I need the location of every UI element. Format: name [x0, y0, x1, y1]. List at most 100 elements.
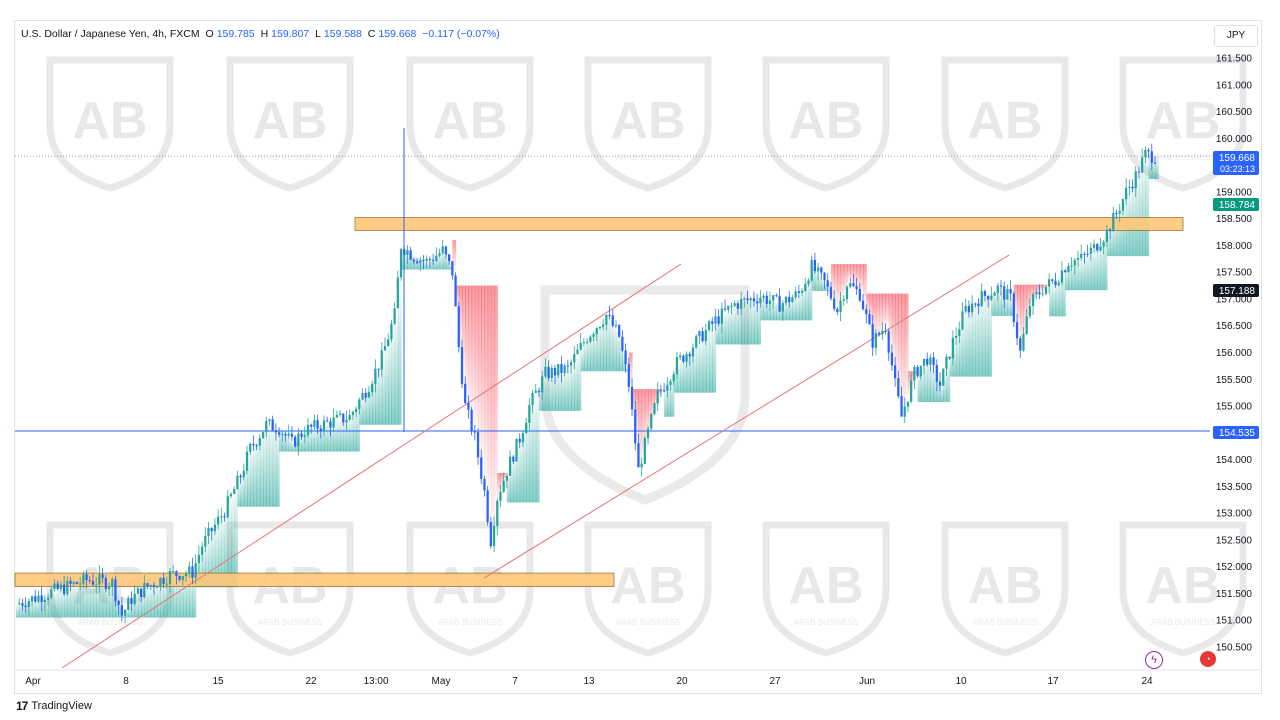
candle-body	[913, 366, 916, 381]
watermark-shield	[584, 521, 712, 657]
candle-body	[714, 316, 717, 324]
cloud-up-segment	[555, 371, 559, 411]
watermark-text: ARAB BUSINESS	[616, 153, 680, 162]
candle-body	[643, 438, 646, 464]
candle-body	[326, 420, 329, 422]
candle-body	[467, 403, 470, 410]
tradingview-logo[interactable]: 17 TradingView	[16, 699, 92, 713]
watermark-letters: AB	[1145, 92, 1220, 150]
cloud-up-segment	[433, 257, 437, 270]
candle-body	[133, 593, 136, 604]
cloud-up-segment	[413, 256, 418, 270]
time-tick-label: 13:00	[363, 676, 388, 687]
candle-body	[1006, 289, 1009, 300]
candle-body	[428, 258, 432, 260]
cloud-up-segment	[57, 589, 62, 618]
cloud-up-segment	[827, 289, 832, 291]
candle-body	[460, 347, 464, 384]
candle-body	[550, 367, 553, 379]
candle-body	[489, 521, 492, 547]
cloud-up-segment	[295, 440, 299, 452]
cloud-down-segment	[1029, 284, 1034, 305]
candle-body	[486, 490, 489, 522]
candle-body	[1028, 306, 1031, 317]
cloud-up-segment	[558, 370, 563, 411]
candle-body	[441, 246, 444, 253]
candle-body	[111, 579, 114, 587]
candle-body	[935, 365, 938, 382]
cloud-up-segment	[1106, 232, 1111, 257]
candle-body	[1102, 241, 1105, 247]
candle-body	[464, 383, 467, 404]
cloud-up-segment	[1052, 282, 1057, 317]
candle-body	[56, 583, 59, 590]
cloud-up-segment	[940, 384, 944, 403]
candle-body	[618, 324, 621, 337]
cloud-up-segment	[590, 332, 595, 372]
close-value: 159.668	[378, 28, 417, 40]
cloud-up-segment	[166, 576, 171, 618]
candle-body	[1009, 289, 1012, 294]
candle-body	[140, 588, 143, 598]
cloud-down-segment	[455, 285, 460, 310]
watermark-text: ARAB BUSINESS	[438, 618, 502, 627]
cloud-up-segment	[599, 322, 604, 372]
cloud-up-segment	[526, 416, 530, 503]
cloud-up-segment	[811, 266, 816, 291]
cloud-down-segment	[869, 293, 874, 330]
lightning-icon[interactable]: ϟ	[1145, 651, 1163, 669]
candle-body	[287, 433, 290, 436]
candle-body	[868, 314, 871, 325]
cloud-up-segment	[298, 436, 303, 452]
cloud-up-segment	[128, 604, 133, 618]
price-tick-label: 161.500	[1216, 54, 1253, 65]
cloud-up-segment	[179, 573, 184, 618]
candle-body	[537, 390, 541, 393]
cloud-up-segment	[1119, 206, 1124, 257]
price-tag-value: 154.535	[1219, 428, 1256, 439]
candle-body	[300, 433, 303, 437]
cloud-down-segment	[885, 293, 890, 326]
cloud-down-segment	[657, 389, 662, 396]
cloud-up-segment	[48, 593, 52, 618]
candle-body	[21, 603, 24, 606]
candle-body	[249, 443, 252, 452]
cloud-up-segment	[975, 301, 980, 377]
price-tick-label: 154.000	[1216, 455, 1253, 466]
chart-frame	[14, 20, 1262, 694]
cloud-down-segment	[461, 285, 466, 377]
economic-calendar-icon[interactable]: ◔	[1200, 651, 1216, 667]
candle-body	[730, 305, 733, 307]
candle-body	[926, 358, 929, 365]
candle-body	[1076, 258, 1080, 260]
candle-body	[1067, 266, 1070, 273]
cloud-up-segment	[362, 395, 367, 425]
candle-body	[319, 428, 322, 431]
candle-body	[271, 419, 274, 431]
candle-body	[1147, 149, 1150, 152]
cloud-up-segment	[96, 581, 101, 618]
cloud-up-segment	[551, 372, 556, 411]
cloud-up-segment	[680, 359, 684, 393]
cloud-up-segment	[218, 520, 222, 588]
cloud-down-segment	[856, 264, 861, 291]
candle-body	[277, 432, 281, 435]
cloud-up-segment	[753, 298, 758, 345]
cloud-up-segment	[571, 363, 575, 411]
candle-body	[720, 308, 723, 324]
candle-body	[916, 366, 919, 377]
candle-body	[598, 327, 602, 329]
cloud-up-segment	[311, 428, 315, 452]
cloud-up-segment	[426, 261, 431, 270]
candle-body	[390, 323, 393, 340]
candle-body	[932, 357, 935, 366]
currency-button[interactable]: JPY	[1214, 25, 1258, 47]
high-label: H	[260, 28, 269, 40]
candle-body	[399, 249, 403, 278]
symbol-title[interactable]: U.S. Dollar / Japanese Yen, 4h, FXCM	[21, 28, 200, 40]
watermark-text: ARAB BUSINESS	[438, 153, 502, 162]
cloud-up-segment	[988, 293, 992, 377]
candle-body	[563, 365, 566, 373]
price-tick-label: 155.500	[1216, 375, 1253, 386]
